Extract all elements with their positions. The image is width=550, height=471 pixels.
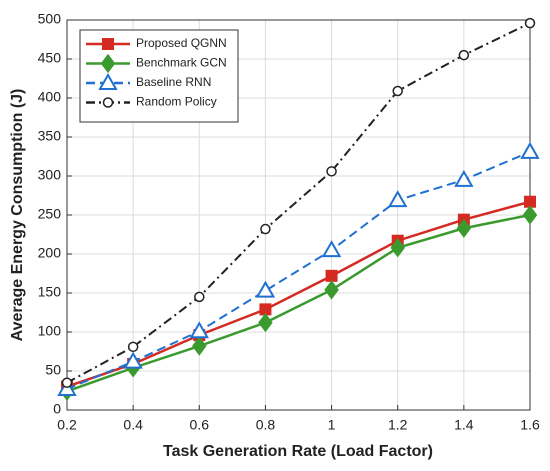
x-tick-label: 1.2 — [388, 417, 408, 433]
y-axis-title: Average Energy Consumption (J) — [9, 89, 26, 342]
marker — [259, 303, 272, 316]
y-tick-label: 500 — [38, 11, 62, 27]
x-tick-label: 0.4 — [123, 417, 143, 433]
marker — [392, 85, 403, 97]
marker — [189, 321, 210, 339]
x-tick-label: 0.8 — [256, 417, 276, 433]
y-tick-label: 50 — [45, 362, 61, 378]
marker — [61, 377, 73, 388]
marker — [192, 336, 207, 356]
series-line — [66, 150, 531, 390]
marker — [524, 17, 536, 29]
marker — [522, 205, 538, 225]
y-tick-label: 250 — [38, 206, 62, 222]
marker — [260, 223, 271, 235]
y-tick-label: 150 — [38, 284, 62, 300]
legend-label: Proposed QGNN — [136, 36, 227, 50]
legend: Proposed QGNN Benchmark GCN Baseline RNN Ra… — [79, 29, 239, 123]
x-tick-label: 1.4 — [454, 417, 474, 433]
marker — [255, 280, 276, 298]
marker — [524, 195, 536, 208]
marker — [324, 280, 339, 300]
y-tick-label: 200 — [38, 245, 62, 261]
x-tick-label: 0.6 — [190, 417, 210, 433]
marker — [390, 238, 405, 258]
marker — [325, 269, 338, 282]
marker — [321, 240, 342, 258]
marker — [326, 166, 337, 177]
x-tick-label: 1 — [328, 417, 336, 433]
series-line — [66, 200, 531, 388]
y-tick-label: 400 — [38, 89, 62, 105]
x-tick-label: 1.6 — [520, 417, 540, 433]
legend-label: Random Policy — [136, 95, 217, 109]
legend-label: Benchmark GCN — [136, 56, 227, 70]
legend-marker — [102, 97, 114, 108]
marker — [458, 49, 470, 61]
y-tick-label: 450 — [38, 50, 62, 66]
marker — [520, 141, 540, 159]
legend-marker — [98, 72, 118, 90]
series-line — [66, 22, 531, 384]
marker — [456, 218, 472, 238]
y-tick-label: 300 — [38, 167, 62, 183]
marker — [258, 312, 273, 333]
marker — [387, 190, 408, 208]
marker — [123, 351, 143, 369]
series-line — [66, 213, 531, 393]
marker — [194, 291, 205, 303]
legend-marker — [100, 53, 116, 74]
y-tick-label: 100 — [38, 323, 62, 339]
marker — [127, 341, 139, 353]
y-tick-label: 0 — [53, 401, 61, 417]
y-tick-label: 350 — [38, 128, 62, 144]
x-tick-label: 0.2 — [57, 417, 77, 433]
legend-marker — [102, 38, 114, 50]
marker — [454, 169, 474, 187]
x-axis-title: Task Generation Rate (Load Factor) — [163, 443, 433, 460]
legend-label: Baseline RNN — [136, 75, 211, 89]
